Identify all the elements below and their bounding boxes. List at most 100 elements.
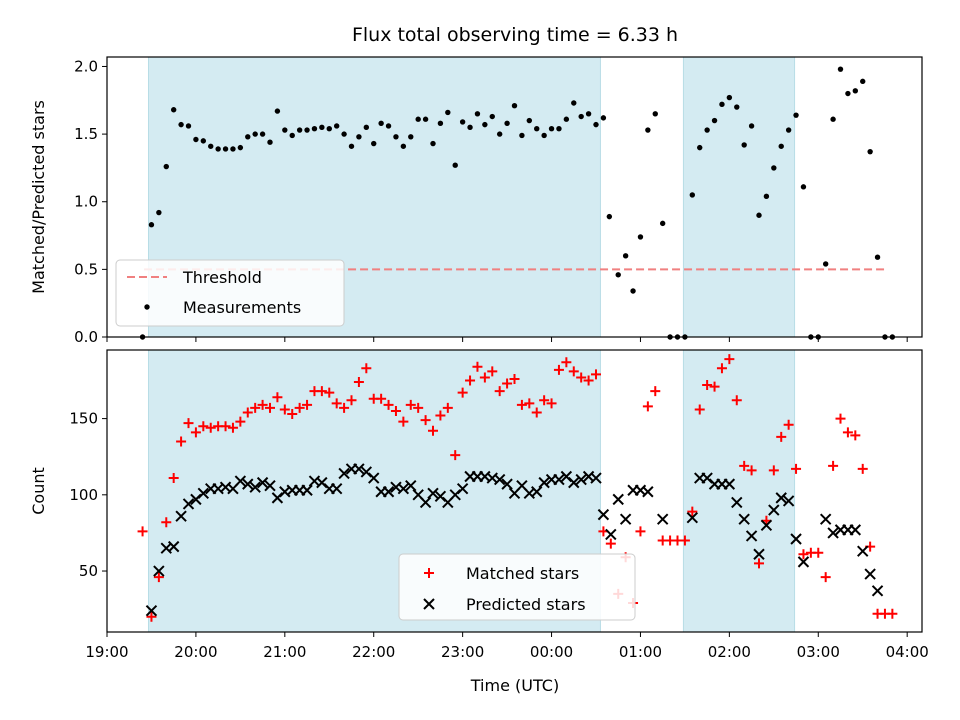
measurement-point	[193, 136, 199, 143]
measurement-point	[741, 142, 747, 148]
matched-star-point	[546, 398, 557, 409]
predicted-star-point	[745, 530, 758, 542]
predicted-star-point	[256, 476, 269, 489]
matched-star-point	[435, 410, 446, 421]
measurement-point	[667, 334, 673, 340]
measurement-point	[393, 134, 399, 140]
matched-star-point	[420, 415, 431, 426]
predicted-star-point	[642, 486, 654, 498]
measurement-point	[756, 212, 762, 218]
measurement-point	[519, 132, 525, 139]
measurement-point	[267, 139, 273, 145]
predicted-star-point	[612, 493, 624, 506]
y-axis-label: Count	[29, 467, 48, 515]
matched-star-point	[813, 547, 824, 558]
x-tick-label: 21:00	[263, 643, 306, 661]
predicted-star-point	[790, 533, 802, 545]
predicted-star-point	[538, 476, 550, 489]
matched-star-point	[383, 399, 394, 410]
bottom-legend: Matched stars Predicted stars	[398, 553, 636, 621]
measurement-point	[785, 127, 792, 133]
y-tick-label: 50	[79, 562, 98, 580]
measurement-point	[139, 334, 146, 340]
measurement-point	[200, 138, 207, 144]
matched-star-point	[605, 538, 616, 549]
matched-star-point	[561, 357, 572, 368]
matched-star-point	[265, 402, 275, 413]
measurement-point	[333, 123, 340, 129]
measurement-point	[585, 111, 592, 117]
matched-star-point	[198, 421, 209, 432]
matched-star-point	[768, 465, 779, 476]
matched-star-point	[287, 409, 298, 420]
measurement-point	[341, 131, 347, 137]
measurement-point	[711, 117, 718, 124]
top-panel: 0.0 0.5 1.0 1.5 2.0 Matched/Predicted stars Th…	[29, 56, 923, 346]
measurement-point	[445, 109, 451, 116]
measurement-point	[726, 94, 733, 101]
matched-star-point	[539, 395, 550, 406]
matched-star-point	[398, 416, 409, 427]
measurement-point	[659, 220, 666, 227]
measurement-point	[430, 140, 436, 147]
measurement-point	[778, 143, 784, 149]
matched-star-point	[190, 427, 201, 438]
predicted-star-point	[568, 476, 580, 489]
matched-star-point	[390, 405, 401, 416]
predicted-star-point	[819, 513, 832, 525]
predicted-star-point	[368, 472, 380, 484]
measurement-point	[319, 124, 325, 131]
measurement-point	[274, 108, 281, 114]
predicted-star-point	[575, 473, 587, 486]
measurement-point	[282, 127, 288, 133]
y-axis-label: Matched/Predicted stars	[29, 100, 48, 294]
legend-box	[398, 553, 636, 621]
x-axis-label: Time (UTC)	[470, 676, 559, 695]
y-tick-label: 0.5	[74, 260, 98, 278]
top-legend: Threshold Measurements	[115, 259, 345, 327]
measurement-point	[371, 140, 377, 147]
x-tick-label: 23:00	[441, 643, 484, 661]
measurement-point	[170, 107, 177, 113]
predicted-star-point	[353, 463, 365, 475]
measurement-point	[571, 100, 577, 106]
matched-star-point	[650, 386, 661, 397]
matched-star-point	[442, 402, 453, 413]
predicted-star-point	[419, 496, 432, 509]
matched-star-point	[479, 372, 490, 383]
predicted-star-point	[145, 604, 158, 617]
x-tick-label: 22:00	[352, 643, 395, 661]
matched-star-point	[739, 460, 750, 471]
measurement-point	[459, 119, 466, 125]
measurement-point	[230, 146, 236, 152]
matched-star-point	[850, 430, 861, 441]
predicted-star-point	[405, 479, 417, 492]
matched-star-point	[339, 402, 350, 413]
measurement-point	[304, 127, 310, 133]
chart-title: Flux total observing time = 6.33 h	[352, 24, 678, 46]
x-tick-label: 00:00	[530, 643, 573, 661]
measurement-point	[734, 104, 740, 110]
y-tick-label: 100	[69, 486, 98, 504]
matched-star-point	[724, 354, 735, 365]
measurement-point	[689, 192, 696, 198]
measurement-point	[763, 193, 770, 200]
x-tick-label: 19:00	[85, 643, 128, 661]
measurement-point	[163, 163, 169, 170]
predicted-star-point	[760, 519, 773, 532]
measurement-point	[208, 143, 214, 149]
measurement-point	[489, 113, 495, 120]
matched-star-point	[679, 535, 690, 546]
predicted-star-point	[871, 585, 884, 597]
measurement-point	[400, 143, 407, 149]
matched-star-point	[635, 526, 646, 537]
matched-star-point	[754, 558, 764, 569]
predicted-star-point	[382, 486, 395, 498]
x-tick-label: 03:00	[797, 643, 840, 661]
predicted-star-point	[768, 504, 780, 516]
measurement-point	[637, 234, 644, 240]
measurement-point	[615, 272, 621, 278]
predicted-star-point	[775, 492, 787, 504]
matched-star-point	[842, 427, 853, 438]
